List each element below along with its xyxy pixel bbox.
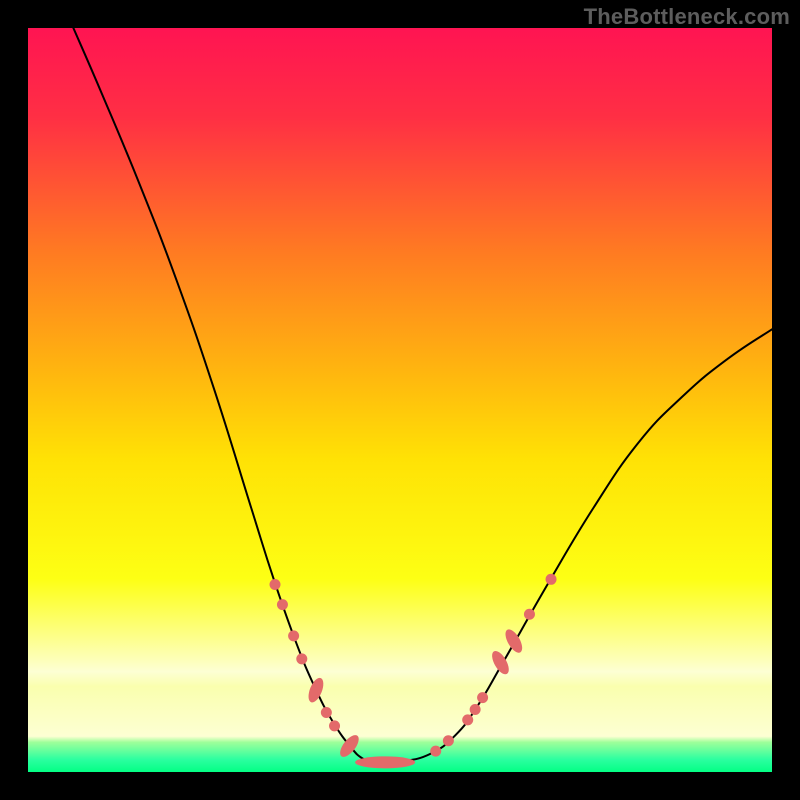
marker-dot: [270, 579, 281, 590]
marker-dot: [470, 704, 481, 715]
marker-dot: [329, 720, 340, 731]
marker-dot: [296, 653, 307, 664]
plot-background: [28, 28, 772, 772]
marker-dot: [288, 630, 299, 641]
bottleneck-curve-chart: [28, 28, 772, 772]
marker-dot: [462, 714, 473, 725]
marker-dot: [546, 574, 557, 585]
marker-dot: [277, 599, 288, 610]
chart-stage: TheBottleneck.com: [0, 0, 800, 800]
marker-dot: [430, 746, 441, 757]
marker-dot: [321, 707, 332, 718]
marker-dot: [477, 692, 488, 703]
marker-ellipse: [355, 756, 415, 768]
marker-dot: [443, 735, 454, 746]
watermark-label: TheBottleneck.com: [584, 4, 790, 30]
marker-dot: [524, 609, 535, 620]
